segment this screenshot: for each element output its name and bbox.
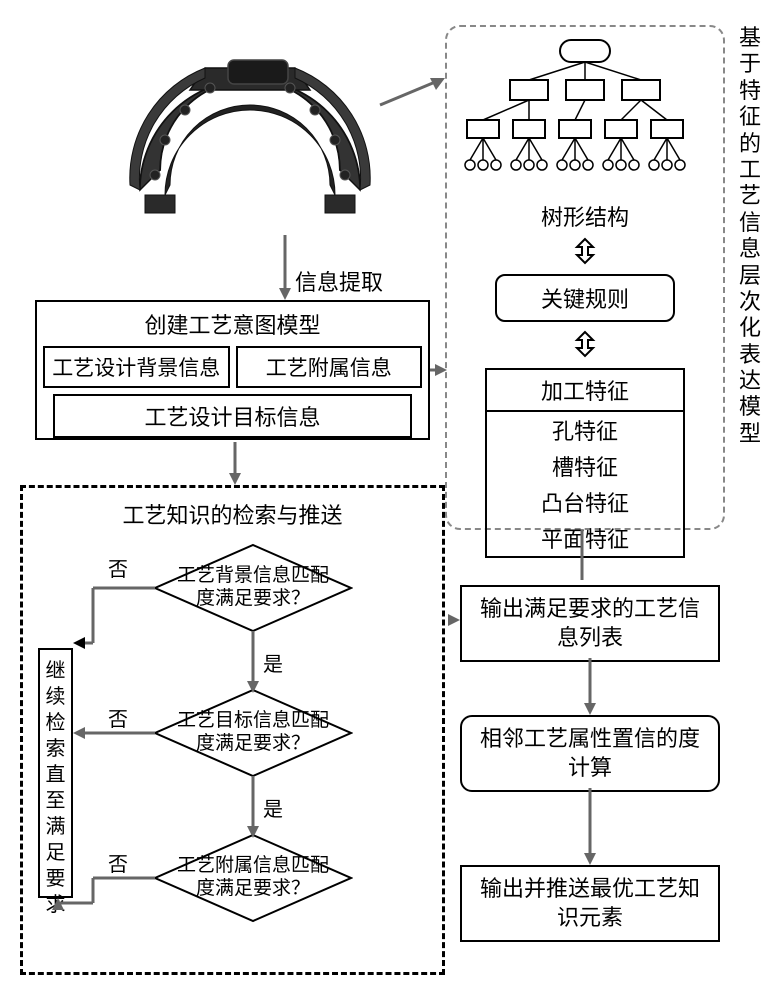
intent-title: 创建工艺意图模型 xyxy=(43,308,422,340)
retrieval-title: 工艺知识的检索与推送 xyxy=(23,498,442,530)
confidence-box: 相邻工艺属性置信的度计算 xyxy=(460,715,720,792)
feature-item: 孔特征 xyxy=(487,412,683,448)
feature-header: 加工特征 xyxy=(487,370,683,412)
decision-2: 工艺目标信息匹配度满足要求？ xyxy=(153,688,353,778)
decision-3-text: 工艺附属信息匹配度满足要求？ xyxy=(173,855,333,901)
intent-attach: 工艺附属信息 xyxy=(236,346,423,388)
bi-arrow-icon xyxy=(455,330,715,359)
tree-structure-icon xyxy=(455,35,715,195)
info-extract-label: 信息提取 xyxy=(295,265,383,297)
final-output-box: 输出并推送最优工艺知识元素 xyxy=(460,865,720,942)
feature-item: 凸台特征 xyxy=(487,484,683,520)
continue-box: 继续检索直至满足要求 xyxy=(38,648,73,898)
yes-label: 是 xyxy=(263,793,283,822)
rule-box: 关键规则 xyxy=(495,274,675,322)
feature-item: 平面特征 xyxy=(487,520,683,556)
tree-label: 树形结构 xyxy=(455,200,715,232)
decision-2-text: 工艺目标信息匹配度满足要求？ xyxy=(173,710,333,756)
no-label: 否 xyxy=(108,553,128,582)
output-3-text: 输出并推送最优工艺知识元素 xyxy=(470,875,710,932)
bi-arrow-icon xyxy=(455,237,715,266)
feature-model-box: 树形结构 关键规则 加工特征 孔特征 槽特征 凸台特征 平面特征 xyxy=(445,25,725,530)
intent-box: 创建工艺意图模型 工艺设计背景信息 工艺附属信息 工艺设计目标信息 xyxy=(35,300,430,440)
output-2-text: 相邻工艺属性置信的度计算 xyxy=(470,725,710,782)
retrieval-box: 工艺知识的检索与推送 继续检索直至满足要求 工艺背景信息匹配度满足要求？ 是 否… xyxy=(20,485,445,975)
feature-list: 加工特征 孔特征 槽特征 凸台特征 平面特征 xyxy=(485,368,685,558)
output-list-box: 输出满足要求的工艺信息列表 xyxy=(460,585,720,662)
decision-3: 工艺附属信息匹配度满足要求？ xyxy=(153,833,353,923)
decision-1: 工艺背景信息匹配度满足要求？ xyxy=(153,543,353,633)
intent-target: 工艺设计目标信息 xyxy=(53,394,412,438)
intent-bg: 工艺设计背景信息 xyxy=(43,346,230,388)
no-label: 否 xyxy=(108,703,128,732)
output-1-text: 输出满足要求的工艺信息列表 xyxy=(470,595,710,652)
feature-item: 槽特征 xyxy=(487,448,683,484)
side-title: 基于特征的工艺信息层次化表达模型 xyxy=(735,25,765,447)
decision-1-text: 工艺背景信息匹配度满足要求？ xyxy=(173,565,333,611)
no-label: 否 xyxy=(108,848,128,877)
part-3d-image xyxy=(110,20,390,240)
yes-label: 是 xyxy=(263,648,283,677)
